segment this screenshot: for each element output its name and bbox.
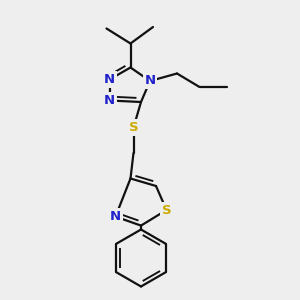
Text: N: N (144, 74, 156, 88)
Text: N: N (104, 73, 115, 86)
Text: S: S (162, 203, 171, 217)
Text: N: N (110, 210, 121, 223)
Text: N: N (104, 94, 115, 107)
Text: S: S (129, 121, 138, 134)
